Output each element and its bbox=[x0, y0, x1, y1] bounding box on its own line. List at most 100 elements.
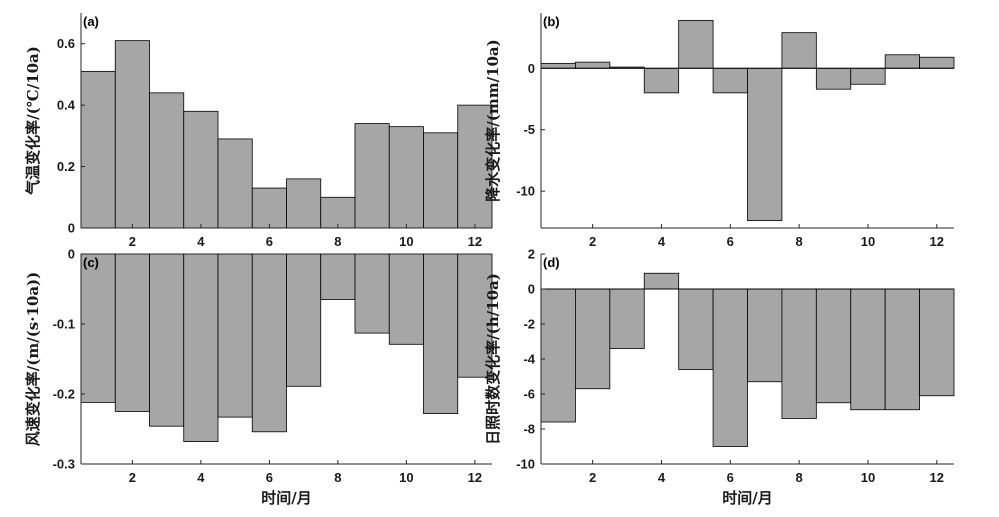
y-tick-label: 0.2 bbox=[57, 159, 75, 174]
x-tick-label: 6 bbox=[266, 234, 273, 249]
bar-month-2 bbox=[114, 40, 150, 229]
bar-month-1 bbox=[540, 288, 576, 423]
x-tick-label: 12 bbox=[930, 470, 944, 485]
bar-month-7 bbox=[286, 253, 322, 387]
x-tick-label: 4 bbox=[197, 234, 205, 249]
bar-month-12 bbox=[457, 104, 493, 229]
bar-month-3 bbox=[149, 92, 185, 229]
bar-month-2 bbox=[114, 253, 150, 412]
x-tick-label: 8 bbox=[334, 234, 341, 249]
x-tick-label: 8 bbox=[796, 470, 803, 485]
bar-month-8 bbox=[781, 32, 817, 69]
bar-month-4 bbox=[183, 110, 219, 229]
bar-month-1 bbox=[540, 62, 576, 69]
bar-month-11 bbox=[884, 54, 920, 69]
x-axis-label: 时间/月 bbox=[261, 489, 311, 507]
bar-month-4 bbox=[643, 272, 680, 290]
bar-month-2 bbox=[575, 61, 611, 69]
bar-month-8 bbox=[781, 288, 817, 419]
y-axis-label: 日照时数变化率/(h/10a) bbox=[484, 273, 502, 445]
x-tick-label: 6 bbox=[266, 470, 273, 485]
y-tick-label: -10 bbox=[516, 457, 535, 472]
x-tick-label: 2 bbox=[129, 234, 136, 249]
bar-month-5 bbox=[217, 138, 253, 229]
bar-month-7 bbox=[747, 288, 783, 383]
bar-month-1 bbox=[80, 70, 116, 229]
bar-month-10 bbox=[850, 67, 886, 85]
bar-month-3 bbox=[609, 288, 645, 349]
x-tick-label: 4 bbox=[658, 470, 666, 485]
y-tick-label: 0.6 bbox=[57, 36, 75, 51]
y-tick-label: -0.2 bbox=[53, 387, 75, 402]
bar-month-9 bbox=[354, 123, 390, 229]
bar-month-7 bbox=[747, 67, 783, 222]
panel-b: -10 -5 0 2 4 6 8 10 12 (b) 降水变化率/(mm/10a) bbox=[484, 13, 955, 249]
bar-month-5 bbox=[217, 253, 253, 418]
bar-month-12 bbox=[919, 288, 955, 397]
bar-month-6 bbox=[251, 187, 287, 229]
y-tick-label: -5 bbox=[523, 122, 535, 137]
y-tick-label: -0.3 bbox=[53, 457, 75, 472]
y-axis-label: 气温变化率/(℃/10a) bbox=[24, 46, 42, 196]
x-axis-label: 时间/月 bbox=[722, 489, 772, 507]
x-tick-label: 12 bbox=[930, 234, 944, 249]
panel-a: 0 0.2 0.4 0.6 2 4 6 8 10 12 (a) 气温变化率/(℃/10a) bbox=[24, 13, 493, 249]
bar-month-9 bbox=[354, 253, 390, 334]
bar-month-6 bbox=[712, 288, 748, 447]
bar-month-10 bbox=[388, 126, 424, 229]
bar-month-12 bbox=[457, 253, 493, 378]
bar-month-10 bbox=[388, 253, 424, 345]
x-tick-label: 4 bbox=[197, 470, 205, 485]
bar-month-11 bbox=[423, 132, 459, 229]
bar-month-10 bbox=[850, 288, 886, 411]
y-tick-label: -10 bbox=[516, 184, 535, 199]
bar-month-5 bbox=[678, 288, 714, 370]
y-tick-label: -0.1 bbox=[53, 317, 75, 332]
bar-month-9 bbox=[815, 67, 852, 90]
y-axis-label: 风速变化率/(m/(s·10a)) bbox=[24, 272, 42, 446]
x-tick-label: 2 bbox=[589, 470, 596, 485]
bar-month-4 bbox=[643, 67, 680, 94]
y-tick-label: -2 bbox=[523, 317, 535, 332]
bar-month-11 bbox=[423, 253, 459, 415]
x-tick-label: 6 bbox=[727, 470, 734, 485]
bar-month-12 bbox=[919, 56, 955, 69]
x-tick-label: 12 bbox=[468, 470, 482, 485]
y-tick-label: 0.4 bbox=[57, 98, 76, 113]
panel-label: (d) bbox=[543, 255, 560, 270]
y-tick-label: 2 bbox=[528, 247, 535, 262]
bar-month-6 bbox=[251, 253, 287, 433]
x-tick-label: 10 bbox=[399, 234, 413, 249]
y-tick-label: -6 bbox=[523, 387, 535, 402]
y-tick-label: 0 bbox=[68, 247, 75, 262]
y-tick-label: -4 bbox=[523, 352, 535, 367]
bar-month-5 bbox=[678, 19, 714, 69]
x-tick-label: 2 bbox=[129, 470, 136, 485]
x-tick-label: 8 bbox=[796, 234, 803, 249]
y-tick-label: 0 bbox=[528, 61, 535, 76]
x-tick-label: 4 bbox=[658, 234, 666, 249]
panel-label: (c) bbox=[83, 255, 99, 270]
x-tick-label: 2 bbox=[589, 234, 596, 249]
x-tick-label: 8 bbox=[334, 470, 341, 485]
x-tick-label: 10 bbox=[861, 234, 875, 249]
bar-month-11 bbox=[884, 288, 920, 411]
panel-label: (a) bbox=[83, 14, 99, 29]
x-tick-label: 12 bbox=[468, 234, 482, 249]
y-tick-label: -8 bbox=[523, 422, 535, 437]
x-tick-label: 6 bbox=[727, 234, 734, 249]
x-tick-label: 10 bbox=[861, 470, 875, 485]
bar-month-3 bbox=[149, 253, 185, 427]
y-tick-label: 0 bbox=[528, 282, 535, 297]
bar-month-6 bbox=[712, 67, 748, 94]
panel-label: (b) bbox=[543, 14, 560, 29]
panel-d: -10 -8 -6 -4 -2 0 2 2 4 6 8 10 12 (d) 日照时数变化率/(h/10a) 时… bbox=[484, 247, 955, 507]
y-tick-label: 0 bbox=[68, 221, 75, 236]
bar-month-8 bbox=[320, 253, 356, 300]
bar-month-9 bbox=[815, 288, 852, 404]
bar-month-4 bbox=[183, 253, 219, 443]
x-tick-label: 10 bbox=[399, 470, 413, 485]
panel-c: -0.3 -0.2 -0.1 0 2 4 6 8 10 12 (c) 风速变化率/(m/(s·10a)… bbox=[24, 247, 493, 507]
y-axis-label: 降水变化率/(mm/10a) bbox=[484, 39, 502, 202]
